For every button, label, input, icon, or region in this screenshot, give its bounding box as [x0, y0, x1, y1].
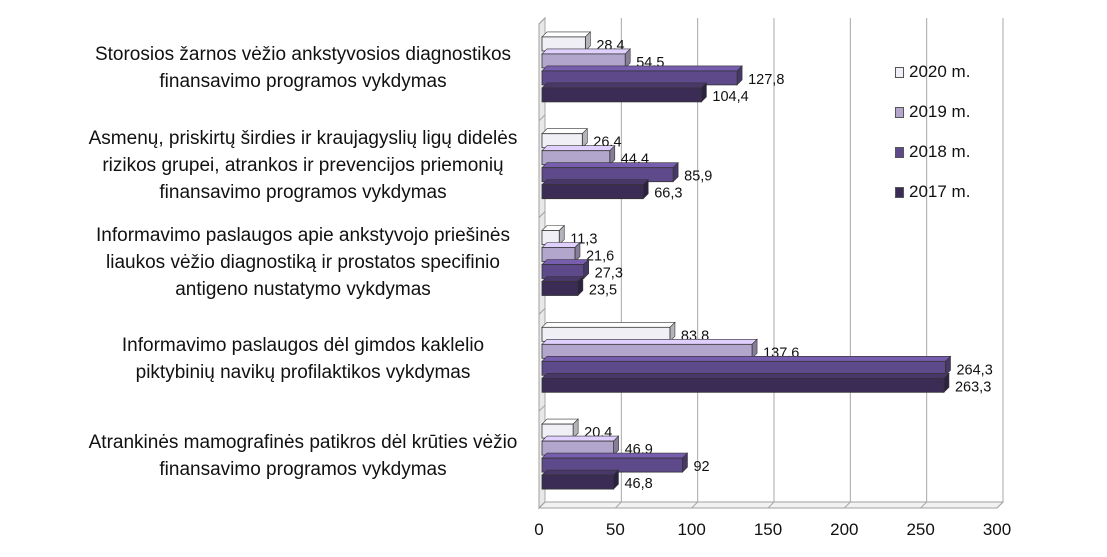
bar	[541, 281, 579, 296]
x-tick-label: 200	[830, 520, 858, 539]
category-label: Storosios žarnos vėžio ankstyvosios diag…	[68, 41, 538, 95]
legend-label: 2017 m.	[909, 182, 971, 201]
data-label: 21,6	[586, 249, 614, 265]
category-label: Atrankinės mamografinės patikros dėl krū…	[68, 429, 538, 483]
data-label: 263,3	[955, 379, 991, 395]
legend-item: 2018 m.	[895, 132, 970, 172]
bar-top-face	[541, 418, 579, 425]
bar-top-face	[541, 469, 620, 476]
bar-top-face	[541, 276, 584, 282]
x-tick-label: 100	[677, 520, 705, 539]
bar-top-face	[541, 259, 590, 265]
category-tick	[538, 17, 546, 25]
data-label: 127,8	[748, 72, 784, 88]
bar	[541, 87, 702, 103]
floor-gridline	[920, 501, 928, 509]
category-label-line: Informavimo paslaugos dėl gimdos kakleli…	[121, 334, 485, 356]
bar	[541, 184, 644, 200]
bar-top-face	[541, 82, 708, 89]
category-tick	[538, 211, 546, 218]
data-label: 264,3	[956, 362, 992, 378]
x-tick-label: 250	[906, 520, 934, 539]
x-tick-label: 300	[983, 520, 1011, 539]
bar-top-face	[541, 435, 620, 442]
bar	[541, 474, 614, 490]
x-tick-label: 50	[606, 520, 625, 539]
data-label: 66,3	[654, 186, 682, 202]
category-label-line: finansavimo programos vykdymas	[159, 71, 447, 93]
category-label-line: rizikos grupei, atrankos ir prevencijos …	[102, 154, 504, 176]
x-tick-label: 0	[534, 520, 543, 539]
category-label-line: liaukos vėžio diagnostiką ir prostatos s…	[106, 251, 500, 273]
legend-label: 2020 m.	[909, 62, 971, 81]
bar-top-face	[541, 65, 743, 72]
bar-top-face	[541, 179, 649, 185]
legend-swatch	[895, 106, 904, 118]
bar-top-face	[541, 372, 950, 379]
legend-label: 2018 m.	[909, 142, 971, 161]
category-tick	[538, 404, 546, 412]
category-tick	[538, 114, 546, 122]
category-label-line: Informavimo paslaugos apie ankstyvojo pr…	[96, 224, 510, 246]
category-label: Informavimo paslaugos apie ankstyvojo pr…	[68, 222, 538, 303]
bar-top-face	[541, 452, 689, 459]
data-label: 46,8	[624, 476, 652, 492]
bar-top-face	[541, 321, 676, 328]
category-label-line: finansavimo programos vykdymas	[159, 458, 447, 480]
data-label: 27,3	[595, 266, 623, 282]
category-label-line: Storosios žarnos vėžio ankstyvosios diag…	[94, 44, 512, 66]
legend-item: 2019 m.	[895, 92, 970, 132]
category-label-line: piktybinių navikų profilaktikos vykdymas	[135, 361, 471, 383]
floor-gridline	[691, 501, 699, 509]
legend-item: 2020 m.	[895, 52, 970, 92]
bar-top-face	[541, 128, 589, 134]
data-label: 85,9	[684, 169, 712, 185]
data-label: 104,4	[712, 89, 748, 105]
legend-item: 2017 m.	[895, 172, 970, 212]
data-label: 92	[693, 459, 709, 475]
bar-top-face	[541, 355, 952, 362]
floor-gridline	[996, 501, 1004, 509]
floor-gridline	[614, 501, 622, 509]
legend-label: 2019 m.	[909, 102, 971, 121]
category-label-line: Atrankinės mamografinės patikros dėl krū…	[88, 431, 518, 453]
category-label-line: finansavimo programos vykdymas	[159, 181, 447, 203]
bar-top-face	[541, 162, 679, 168]
category-label-line: Asmenų, priskirtų širdies ir kraujagysli…	[88, 127, 518, 149]
bar-top-face	[541, 145, 616, 151]
bar-top-face	[541, 48, 631, 55]
x-tick-label: 150	[754, 520, 782, 539]
category-label-line: antigeno nustatymo vykdymas	[175, 278, 431, 300]
data-label: 23,5	[589, 283, 617, 299]
legend-swatch	[895, 146, 904, 158]
floor-gridline	[843, 501, 851, 509]
bar-top-face	[541, 338, 758, 345]
bar	[541, 377, 945, 393]
category-tick	[538, 308, 546, 315]
floor-gridline	[767, 501, 775, 509]
bar-top-face	[541, 31, 592, 38]
legend-swatch	[895, 66, 904, 78]
bar-top-face	[541, 242, 581, 248]
category-label: Informavimo paslaugos dėl gimdos kakleli…	[68, 332, 538, 386]
legend: 2020 m. 2019 m. 2018 m. 2017 m.	[895, 52, 970, 212]
category-tick	[538, 501, 546, 509]
legend-swatch	[895, 186, 904, 198]
category-label: Asmenų, priskirtų širdies ir kraujagysli…	[68, 125, 538, 206]
